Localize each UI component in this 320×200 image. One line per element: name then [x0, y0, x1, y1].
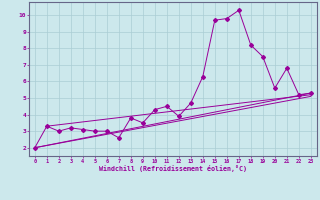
X-axis label: Windchill (Refroidissement éolien,°C): Windchill (Refroidissement éolien,°C) — [99, 165, 247, 172]
